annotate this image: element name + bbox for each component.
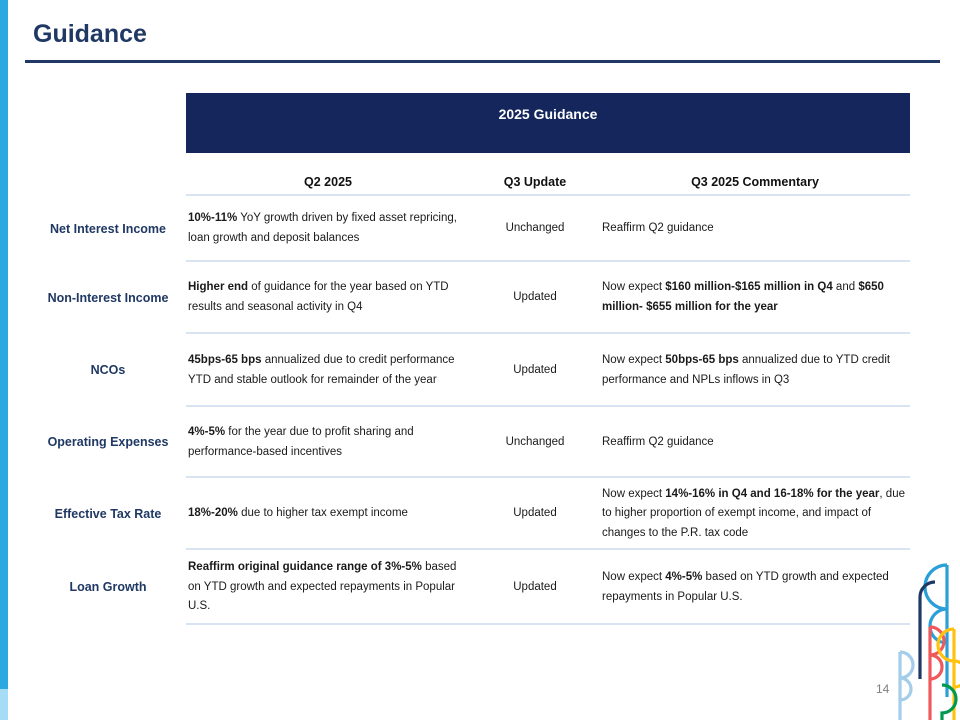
row-label: Net Interest Income xyxy=(49,221,166,236)
table-row: Effective Tax Rate 18%-20% due to higher… xyxy=(30,478,910,550)
q3-commentary-cell: Now expect 50bps-65 bps annualized due t… xyxy=(602,353,891,386)
row-label: Effective Tax Rate xyxy=(54,506,162,521)
row-label: NCOs xyxy=(90,363,126,378)
q2-2025-cell: 45bps-65 bps annualized due to credit pe… xyxy=(188,353,455,386)
q2-2025-cell: 10%-11% YoY growth driven by fixed asset… xyxy=(188,212,457,244)
column-header-q2-2025: Q2 2025 xyxy=(304,175,352,189)
q3-update-cell: Unchanged xyxy=(505,222,565,235)
left-edge-accent-bar-bottom xyxy=(0,689,8,720)
row-separator-line xyxy=(186,260,910,262)
q2-2025-cell: Higher end of guidance for the year base… xyxy=(188,281,449,313)
title-divider xyxy=(25,60,940,63)
table-row: Loan Growth Reaffirm original guidance r… xyxy=(30,550,910,625)
row-separator-line xyxy=(186,405,910,407)
table-row: Net Interest Income 10%-11% YoY growth d… xyxy=(30,196,910,262)
q3-update-cell: Unchanged xyxy=(505,435,565,448)
logo-navy-hook xyxy=(918,580,936,679)
q3-commentary-cell: Reaffirm Q2 guidance xyxy=(602,435,714,448)
row-separator-line xyxy=(186,623,910,625)
q3-update-cell: Updated xyxy=(513,291,557,304)
table-column-headers: Q2 2025 Q3 Update Q3 2025 Commentary xyxy=(30,168,910,196)
logo-light-blue-p xyxy=(898,650,915,720)
q3-commentary-cell: Now expect $160 million-$165 million in … xyxy=(602,281,884,313)
column-header-q3-commentary: Q3 2025 Commentary xyxy=(691,175,819,189)
row-label: Operating Expenses xyxy=(47,435,169,450)
table-row: Non-Interest Income Higher end of guidan… xyxy=(30,262,910,334)
row-label: Non-Interest Income xyxy=(47,290,169,305)
q3-update-cell: Updated xyxy=(513,363,557,376)
header-separator-line xyxy=(186,194,910,196)
table-rows: Net Interest Income 10%-11% YoY growth d… xyxy=(30,196,910,625)
q3-update-cell: Updated xyxy=(513,507,557,520)
q2-2025-cell: 4%-5% for the year due to profit sharing… xyxy=(188,425,414,458)
slide-title: Guidance xyxy=(33,20,147,48)
q2-2025-cell: Reaffirm original guidance range of 3%-5… xyxy=(188,561,457,613)
table-row: NCOs 45bps-65 bps annualized due to cred… xyxy=(30,334,910,407)
table-row: Operating Expenses 4%-5% for the year du… xyxy=(30,407,910,478)
logo-green-arc xyxy=(940,683,958,720)
q3-update-cell: Updated xyxy=(513,580,557,593)
column-header-q3-update: Q3 Update xyxy=(503,175,567,189)
row-label: Loan Growth xyxy=(69,580,147,595)
left-edge-accent-bar xyxy=(0,0,8,689)
q3-commentary-cell: Now expect 14%-16% in Q4 and 16-18% for … xyxy=(602,487,905,539)
row-separator-line xyxy=(186,548,910,550)
q3-commentary-cell: Now expect 4%-5% based on YTD growth and… xyxy=(602,570,889,603)
page-number: 14 xyxy=(876,682,890,696)
row-separator-line xyxy=(186,476,910,478)
table-banner: 2025 Guidance xyxy=(186,93,910,153)
row-separator-line xyxy=(186,332,910,334)
logo-red-p xyxy=(928,625,946,720)
q2-2025-cell: 18%-20% due to higher tax exempt income xyxy=(188,507,408,520)
popular-logo xyxy=(898,563,960,720)
q3-commentary-cell: Reaffirm Q2 guidance xyxy=(602,222,714,235)
